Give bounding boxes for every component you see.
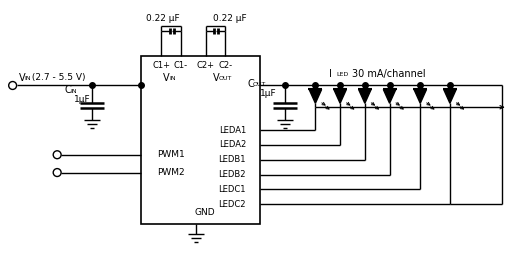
- Text: C2-: C2-: [218, 61, 233, 70]
- Polygon shape: [414, 90, 427, 103]
- Text: LEDB2: LEDB2: [219, 170, 246, 179]
- Text: V: V: [212, 73, 219, 82]
- Text: LEDC2: LEDC2: [219, 200, 246, 209]
- Text: 0.22 μF: 0.22 μF: [146, 14, 180, 23]
- Text: LEDA1: LEDA1: [219, 126, 246, 134]
- Polygon shape: [359, 90, 371, 103]
- Text: C: C: [247, 79, 254, 88]
- Polygon shape: [444, 90, 456, 103]
- Text: 1μF: 1μF: [260, 89, 277, 98]
- Text: IN: IN: [169, 76, 176, 81]
- Text: V: V: [163, 73, 170, 82]
- Text: (2.7 - 5.5 V): (2.7 - 5.5 V): [29, 73, 86, 82]
- Text: PWM1: PWM1: [157, 150, 185, 159]
- Text: I: I: [329, 69, 332, 79]
- Text: GND: GND: [195, 207, 216, 217]
- Text: IN: IN: [24, 76, 31, 81]
- Text: IN: IN: [70, 89, 77, 94]
- Text: 30 mA/channel: 30 mA/channel: [352, 69, 425, 79]
- Text: C: C: [64, 85, 71, 96]
- Text: C2+: C2+: [196, 61, 215, 70]
- Polygon shape: [384, 90, 396, 103]
- Text: C1+: C1+: [152, 61, 170, 70]
- Text: LED: LED: [336, 72, 348, 77]
- Text: LEDA2: LEDA2: [219, 140, 246, 149]
- Text: 1μF: 1μF: [74, 95, 90, 104]
- Text: PWM2: PWM2: [157, 168, 185, 177]
- Text: 0.22 μF: 0.22 μF: [214, 14, 247, 23]
- Polygon shape: [309, 90, 322, 103]
- Text: V: V: [19, 73, 25, 82]
- Polygon shape: [334, 90, 346, 103]
- Text: LEDC1: LEDC1: [219, 185, 246, 194]
- Text: LEDB1: LEDB1: [219, 155, 246, 164]
- Text: OUT: OUT: [253, 82, 266, 87]
- Text: OUT: OUT: [218, 76, 232, 81]
- Text: C1-: C1-: [174, 61, 188, 70]
- Bar: [141, 56, 260, 224]
